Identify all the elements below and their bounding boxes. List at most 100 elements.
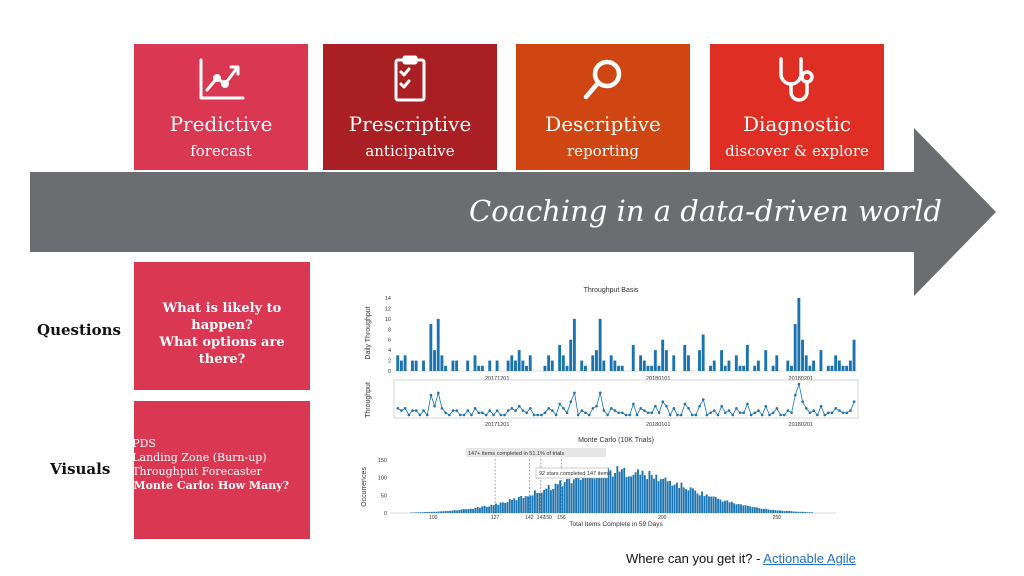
chart3-bar (511, 499, 513, 513)
chart3-bar (692, 488, 694, 513)
chart2-point (665, 404, 668, 408)
chart1-bar (543, 365, 547, 371)
chart3-bar (579, 479, 582, 513)
chart3-bar (740, 504, 742, 513)
magnifier-icon (583, 59, 622, 100)
chart1-bar (528, 355, 532, 371)
chart3-bar (572, 479, 575, 513)
chart3-bar (520, 495, 523, 513)
chart3-bar (582, 476, 584, 513)
chart3-bar (808, 512, 811, 513)
chart3-bar (616, 466, 619, 513)
chart2-frame (393, 379, 859, 419)
chart3-bar (708, 496, 710, 513)
chart2-point (724, 411, 727, 415)
chart3-bar (758, 508, 761, 513)
chart3-ytick: 50 (381, 493, 387, 499)
chart2-point (838, 409, 841, 412)
chart1-bar (455, 360, 459, 371)
chart1-bar (786, 360, 790, 371)
chart3-bar (765, 508, 768, 513)
chart1-bar (583, 365, 587, 371)
chart1-ytick: 14 (385, 296, 391, 302)
chart1-bar (653, 350, 657, 371)
chart3-bar (735, 504, 738, 513)
chart2-point (459, 413, 462, 417)
chart2-point (425, 413, 429, 417)
chart1-bar (480, 365, 484, 371)
visual-item: - Landing Zone (Burn-up) (125, 451, 267, 464)
chart2-point (771, 411, 775, 415)
chart1-bar (411, 360, 414, 371)
chart1-bar (429, 324, 433, 371)
chart1-bar (793, 324, 797, 371)
chart3-bar (410, 512, 413, 513)
chart2-point (540, 413, 543, 417)
chart2-point (624, 413, 628, 417)
chart2-point (727, 409, 731, 412)
chart1-bar (550, 360, 554, 371)
chart1-bar (808, 365, 812, 371)
chart1-bar (433, 350, 436, 371)
question-line: there? (198, 352, 246, 367)
chart2-point (554, 413, 558, 417)
chart3-bar (561, 486, 564, 513)
chart1-bar (547, 355, 551, 371)
chart2-ylabel: Throughput (365, 382, 372, 418)
chart1-bar (727, 360, 731, 371)
chart3-bar (529, 495, 532, 513)
chart3-ytick: 150 (378, 458, 387, 464)
chart2-point (753, 411, 757, 415)
chart2-point (429, 393, 433, 397)
chart3-bar (609, 470, 612, 513)
chart1-bar (804, 355, 808, 371)
chart2-point (418, 413, 422, 417)
chart3-bar (669, 480, 671, 513)
chart1-bar (852, 339, 856, 371)
chart3-bar (545, 488, 548, 513)
chart2-point (808, 411, 812, 415)
actionable-agile-link[interactable]: Actionable Agile (763, 551, 856, 566)
chart1-bar (609, 355, 613, 371)
chart2-point (565, 411, 569, 415)
chart2-point (506, 409, 510, 412)
chart1-bar (797, 298, 801, 371)
chart2-point (742, 411, 746, 415)
chart3-bar (426, 512, 429, 513)
chart3-bar (556, 484, 559, 513)
chart3-bar (648, 470, 651, 513)
visuals-label: Visuals (50, 460, 111, 478)
chart1-bar (664, 350, 668, 371)
chart1-bar (473, 355, 477, 371)
chart3-annotation-1: 147+ items completed in 51.1% of trials (468, 451, 564, 457)
chart2-point (536, 413, 539, 417)
chart3-bar (627, 476, 630, 513)
chart2-point (654, 404, 657, 408)
chart3-ytick: 100 (378, 476, 387, 482)
chart3-bar (730, 501, 733, 513)
chart2-point (495, 409, 499, 412)
chart3-bar (433, 511, 436, 513)
chart1-ytick: 12 (385, 306, 391, 312)
chart2-xtick: 20180101 (646, 422, 670, 428)
chart2-point (738, 411, 742, 415)
chart3-bar (689, 487, 692, 513)
chart1-bar (495, 360, 499, 371)
chart2-point (621, 411, 624, 415)
chart2-point (558, 402, 562, 406)
chart2-point (735, 407, 738, 410)
chart1-ytick: 6 (388, 338, 391, 344)
card-prescriptive: Prescriptive anticipative (323, 44, 497, 170)
chart1-bar (517, 350, 521, 371)
card-subtitle: forecast (190, 142, 252, 160)
chart3-ylabel: Occurrences (361, 467, 368, 507)
card-title: Predictive (169, 112, 273, 136)
chart3-bar (458, 509, 461, 513)
chart2-point (779, 413, 782, 417)
chart1-bar (403, 355, 407, 371)
chart2-point (503, 413, 506, 417)
chart3-bar (595, 475, 598, 513)
chart3-bar (680, 482, 683, 513)
chart3-bar (508, 499, 511, 513)
chart2-point (801, 400, 804, 404)
